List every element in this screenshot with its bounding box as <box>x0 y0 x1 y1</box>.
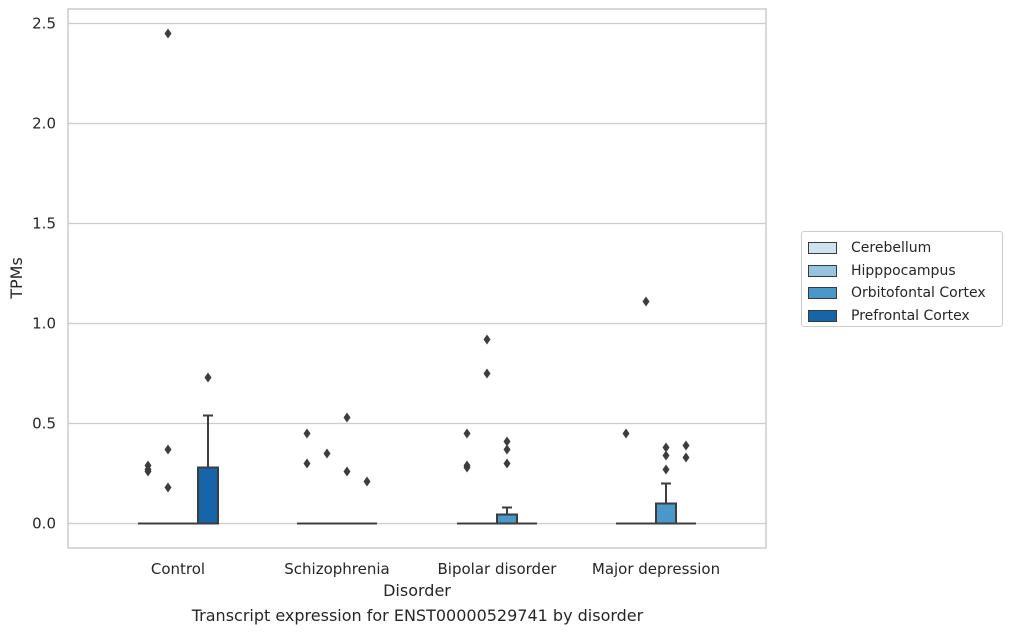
y-tick-label: 0.5 <box>32 415 56 433</box>
box-body <box>496 513 518 525</box>
box-layer <box>138 414 696 525</box>
legend-label-prefrontal-cortex: Prefrontal Cortex <box>851 308 970 325</box>
y-tick-label: 2.5 <box>32 15 56 33</box>
outlier-point <box>463 460 471 471</box>
legend-item-cerebellum: Cerebellum <box>808 237 1002 260</box>
legend-swatch-hippocampus <box>808 264 837 277</box>
flier-layer <box>144 28 690 493</box>
outlier-point <box>164 444 172 455</box>
x-tick-label: Schizophrenia <box>284 560 389 578</box>
legend-item-hippocampus: Hipppocampus <box>808 260 1002 283</box>
outlier-point <box>662 464 670 475</box>
legend-swatch-prefrontal-cortex <box>808 310 837 323</box>
plot-frame <box>67 8 767 549</box>
box-prefrontal-cortex-control <box>197 414 219 525</box>
outlier-point <box>483 368 491 379</box>
box-orbitofontal-cortex-bipolar-disorder <box>496 506 518 525</box>
outlier-point <box>463 428 471 439</box>
legend-label-orbitofrontal-cortex: Orbitofontal Cortex <box>851 285 986 302</box>
outlier-point <box>622 428 630 439</box>
outlier-point <box>682 452 690 463</box>
outlier-point <box>343 466 351 477</box>
chart-caption: Transcript expression for ENST0000052974… <box>191 606 644 625</box>
x-tick-label: Bipolar disorder <box>438 560 558 578</box>
x-tick-label: Major depression <box>592 560 720 578</box>
outlier-point <box>483 334 491 345</box>
outlier-point <box>503 444 511 455</box>
outlier-point <box>343 412 351 423</box>
outlier-point <box>363 476 371 487</box>
y-tick-label: 2.0 <box>32 115 56 133</box>
legend-label-cerebellum: Cerebellum <box>851 240 932 257</box>
y-tick-labels: 0.0 0.5 1.0 1.5 2.0 2.5 <box>32 15 56 533</box>
y-tick-label: 1.5 <box>32 215 56 233</box>
legend-swatch-cerebellum <box>808 242 837 255</box>
outlier-point <box>164 28 172 39</box>
legend-swatch-orbitofrontal-cortex <box>808 287 837 300</box>
x-tick-label: Control <box>151 560 205 578</box>
outlier-point <box>323 448 331 459</box>
outlier-point <box>144 460 152 471</box>
x-tick-labels: Control Schizophrenia Bipolar disorder Majo… <box>151 560 720 578</box>
legend-item-orbitofrontal-cortex: Orbitofontal Cortex <box>808 282 1002 305</box>
outlier-point <box>204 372 212 383</box>
outlier-point <box>303 458 311 469</box>
outlier-point <box>503 436 511 447</box>
box-body <box>197 466 219 525</box>
outlier-point <box>164 482 172 493</box>
y-tick-label: 0.0 <box>32 515 56 533</box>
legend-item-prefrontal-cortex: Prefrontal Cortex <box>808 305 1002 328</box>
outlier-point <box>503 458 511 469</box>
outlier-point <box>662 450 670 461</box>
x-axis-label: Disorder <box>383 581 451 600</box>
box-orbitofontal-cortex-major-depression <box>655 482 677 525</box>
outlier-point <box>642 296 650 307</box>
legend: Cerebellum Hipppocampus Orbitofontal Cor… <box>801 231 1003 327</box>
y-axis-label: TPMs <box>7 257 26 300</box>
outlier-point <box>682 440 690 451</box>
legend-label-hippocampus: Hipppocampus <box>851 262 956 279</box>
y-tick-label: 1.0 <box>32 315 56 333</box>
outlier-point <box>303 428 311 439</box>
box-body <box>655 502 677 525</box>
outlier-point <box>662 442 670 453</box>
grid-lines <box>68 22 766 525</box>
